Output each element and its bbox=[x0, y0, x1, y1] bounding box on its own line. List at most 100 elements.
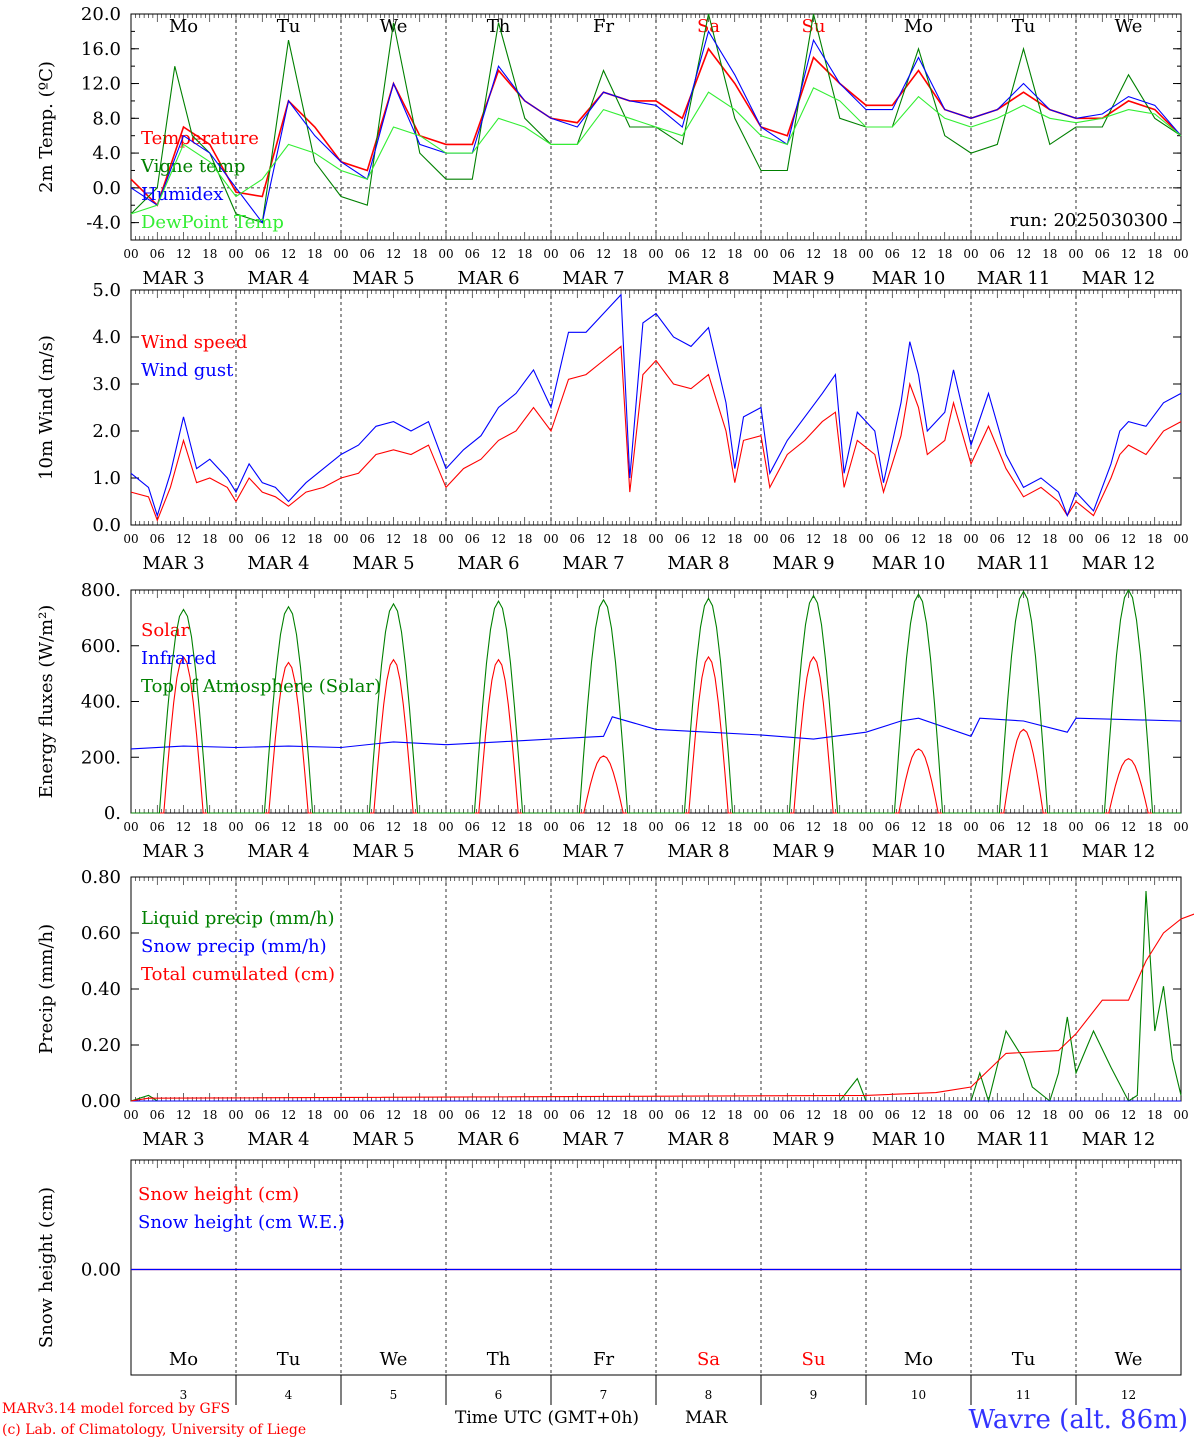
snow-panel: 0.00 Snow height (cm) Mo 3 Tu 4 We 5 Th 6 Fr 7 Sa 8 Su… bbox=[36, 1159, 1182, 1405]
legend-label: Snow precip (mm/h) bbox=[141, 936, 327, 957]
hour-tick-label: 00 bbox=[333, 820, 348, 834]
legend-label: Wind gust bbox=[141, 360, 234, 381]
hour-tick-label: 18 bbox=[202, 532, 217, 546]
hour-tick-label: 06 bbox=[360, 532, 375, 546]
hour-tick-label: 06 bbox=[465, 247, 480, 261]
day-number: 11 bbox=[1016, 1388, 1031, 1402]
day-name: Tu bbox=[277, 16, 301, 37]
hour-tick-label: 18 bbox=[1147, 820, 1162, 834]
day-number: 5 bbox=[390, 1388, 398, 1402]
hour-tick-label: 18 bbox=[937, 820, 952, 834]
hour-tick-label: 00 bbox=[228, 820, 243, 834]
legend-label: Snow height (cm) bbox=[138, 1184, 299, 1205]
hour-tick-label: 12 bbox=[596, 247, 611, 261]
hour-tick-label: 00 bbox=[543, 1108, 558, 1122]
hour-tick-label: 00 bbox=[963, 820, 978, 834]
date-label: MAR 11 bbox=[977, 268, 1051, 289]
date-label: MAR 11 bbox=[977, 553, 1051, 574]
day-name: Th bbox=[487, 1349, 511, 1370]
hour-tick-label: 00 bbox=[648, 1108, 663, 1122]
date-label: MAR 5 bbox=[352, 841, 414, 862]
hour-tick-label: 06 bbox=[1095, 1108, 1110, 1122]
hour-tick-label: 18 bbox=[1042, 247, 1057, 261]
date-label: MAR 10 bbox=[872, 268, 946, 289]
date-label: MAR 11 bbox=[977, 1129, 1051, 1150]
hour-tick-label: 00 bbox=[1173, 247, 1188, 261]
hour-tick-label: 18 bbox=[307, 820, 322, 834]
date-label: MAR 8 bbox=[667, 268, 729, 289]
hour-tick-label: 06 bbox=[255, 247, 270, 261]
hour-tick-label: 00 bbox=[753, 247, 768, 261]
date-label: MAR 10 bbox=[872, 1129, 946, 1150]
hour-tick-label: 00 bbox=[123, 1108, 138, 1122]
y-tick-label: 16.0 bbox=[81, 39, 121, 60]
day-name: Fr bbox=[593, 1349, 614, 1370]
date-label: MAR 6 bbox=[457, 1129, 519, 1150]
day-name: Sa bbox=[697, 16, 720, 37]
hour-tick-label: 00 bbox=[1068, 820, 1083, 834]
plot-frame bbox=[130, 589, 1182, 814]
date-label: MAR 11 bbox=[977, 841, 1051, 862]
hour-tick-label: 12 bbox=[281, 247, 296, 261]
hour-tick-label: 18 bbox=[202, 247, 217, 261]
hour-tick-label: 12 bbox=[386, 1108, 401, 1122]
date-label: MAR 6 bbox=[457, 553, 519, 574]
legend-label: Infrared bbox=[141, 648, 216, 669]
hour-tick-label: 18 bbox=[1042, 820, 1057, 834]
day-name: We bbox=[380, 1349, 408, 1370]
date-label: MAR 9 bbox=[772, 1129, 834, 1150]
y-tick-label: 4.0 bbox=[92, 327, 121, 348]
series-line bbox=[130, 47, 1182, 207]
date-label: MAR 5 bbox=[352, 268, 414, 289]
hour-tick-label: 18 bbox=[832, 1108, 847, 1122]
hour-tick-label: 00 bbox=[1173, 532, 1188, 546]
hour-tick-label: 06 bbox=[780, 247, 795, 261]
hour-tick-label: 18 bbox=[307, 532, 322, 546]
y-tick-label: 3.0 bbox=[92, 374, 121, 395]
hour-tick-label: 00 bbox=[858, 1108, 873, 1122]
date-label: MAR 4 bbox=[247, 841, 309, 862]
hour-tick-label: 00 bbox=[228, 532, 243, 546]
legend-label: Temperature bbox=[141, 128, 259, 149]
y-axis-label: Snow height (cm) bbox=[36, 1187, 57, 1348]
hour-tick-label: 06 bbox=[150, 1108, 165, 1122]
series-line bbox=[130, 345, 1182, 522]
y-tick-label: 2.0 bbox=[92, 421, 121, 442]
date-label: MAR 7 bbox=[562, 268, 624, 289]
hour-tick-label: 12 bbox=[281, 820, 296, 834]
day-name: Fr bbox=[593, 16, 614, 37]
legend-label: DewPoint Temp bbox=[141, 212, 284, 233]
hour-tick-label: 12 bbox=[806, 532, 821, 546]
hour-tick-label: 00 bbox=[543, 532, 558, 546]
hour-tick-label: 06 bbox=[780, 532, 795, 546]
hour-tick-label: 12 bbox=[911, 1108, 926, 1122]
hour-tick-label: 00 bbox=[543, 820, 558, 834]
hour-tick-label: 00 bbox=[753, 1108, 768, 1122]
hour-tick-label: 12 bbox=[1016, 1108, 1031, 1122]
hour-tick-label: 06 bbox=[150, 247, 165, 261]
date-label: MAR 10 bbox=[872, 841, 946, 862]
date-label: MAR 4 bbox=[247, 1129, 309, 1150]
date-label: MAR 8 bbox=[667, 1129, 729, 1150]
wind-panel: 5.0 4.0 3.0 2.0 1.0 0.0 10m Wind (m/s) 00 06 12 18… bbox=[36, 280, 1189, 574]
date-label: MAR 7 bbox=[562, 1129, 624, 1150]
legend-label: Wind speed bbox=[141, 332, 247, 353]
hour-tick-label: 12 bbox=[596, 820, 611, 834]
hour-tick-label: 06 bbox=[360, 1108, 375, 1122]
y-tick-label: 0.00 bbox=[81, 1260, 121, 1281]
hour-tick-label: 06 bbox=[675, 532, 690, 546]
hour-tick-label: 12 bbox=[281, 1108, 296, 1122]
y-tick-label: 20.0 bbox=[81, 4, 121, 25]
hour-tick-label: 06 bbox=[255, 820, 270, 834]
legend-label: Solar bbox=[141, 620, 190, 641]
hour-tick-label: 18 bbox=[307, 1108, 322, 1122]
hour-tick-label: 18 bbox=[937, 1108, 952, 1122]
hour-tick-label: 12 bbox=[386, 820, 401, 834]
y-tick-label: 0.60 bbox=[81, 923, 121, 944]
y-axis-label: 10m Wind (m/s) bbox=[36, 335, 57, 480]
hour-tick-label: 00 bbox=[123, 247, 138, 261]
hour-tick-label: 00 bbox=[963, 532, 978, 546]
hour-tick-label: 18 bbox=[307, 247, 322, 261]
hour-tick-label: 00 bbox=[1068, 247, 1083, 261]
hour-tick-label: 12 bbox=[386, 532, 401, 546]
